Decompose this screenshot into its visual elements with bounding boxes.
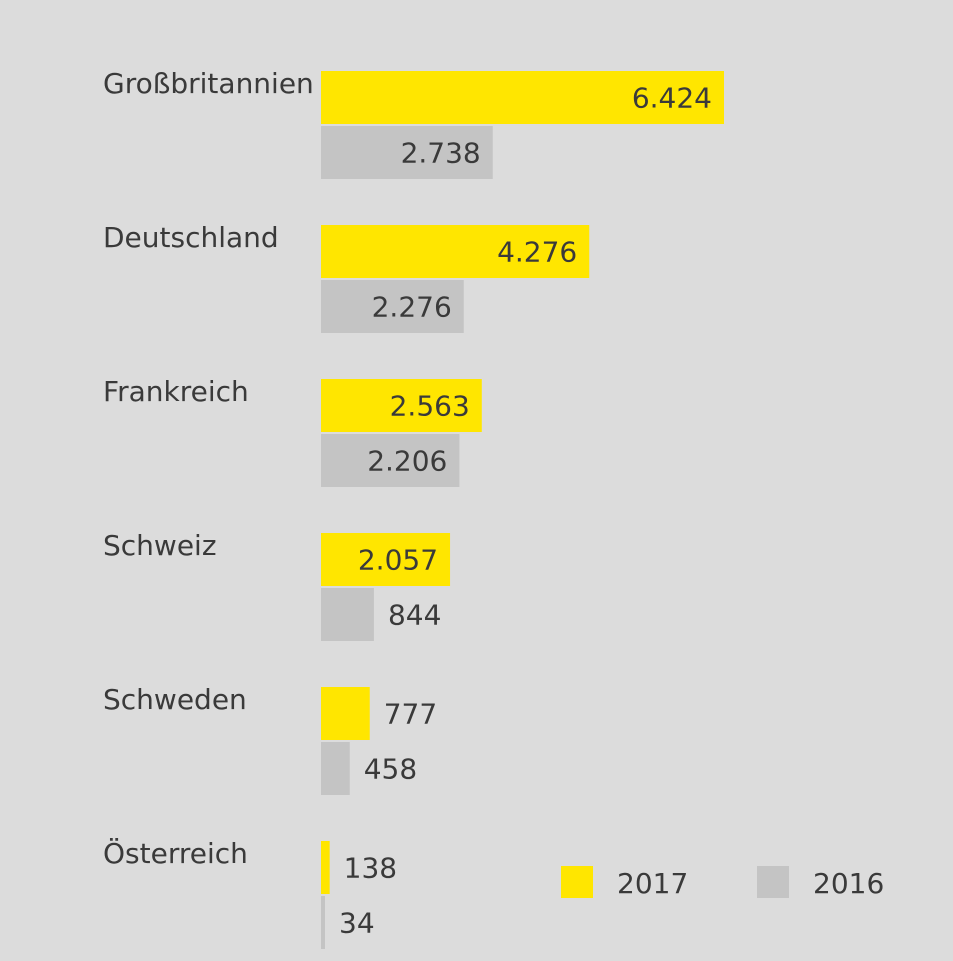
bar-2016-frankreich xyxy=(321,434,460,487)
bar-2017-schweden xyxy=(321,687,370,740)
category-label-grossbritannien: Großbritannien xyxy=(103,67,314,100)
value-label-2016-deutschland: 2.276 xyxy=(372,291,452,324)
value-label-2016-grossbritannien: 2.738 xyxy=(401,137,481,170)
category-label-deutschland: Deutschland xyxy=(103,221,279,254)
bar-2017-frankreich xyxy=(321,379,482,432)
legend: 2017 2016 xyxy=(561,866,884,900)
value-label-2017-deutschland: 4.276 xyxy=(497,236,577,269)
bar-2017-schweiz xyxy=(321,533,451,586)
value-label-2017-schweden: 777 xyxy=(384,698,437,731)
legend-swatch-2016 xyxy=(757,866,789,898)
category-label-schweden: Schweden xyxy=(103,683,247,716)
value-label-2016-osterreich: 34 xyxy=(339,907,375,940)
category-label-osterreich: Österreich xyxy=(103,836,248,870)
value-label-2017-schweiz: 2.057 xyxy=(358,544,438,577)
bar-2016-grossbritannien xyxy=(321,126,493,179)
bar-2017-deutschland xyxy=(321,225,590,278)
value-label-2017-osterreich: 138 xyxy=(344,852,397,885)
bar-2016-osterreich xyxy=(321,896,325,949)
value-label-2017-grossbritannien: 6.424 xyxy=(632,82,712,115)
bars-layer: Großbritannien 6.424 2.738 Deutschland 4.276… xyxy=(103,67,724,949)
category-label-schweiz: Schweiz xyxy=(103,529,217,562)
legend-label-2017: 2017 xyxy=(617,867,688,900)
bar-2017-osterreich xyxy=(321,841,330,894)
value-label-2016-schweiz: 844 xyxy=(388,599,441,632)
bar-2016-schweden xyxy=(321,742,350,795)
bar-2016-schweiz xyxy=(321,588,374,641)
value-label-2017-frankreich: 2.563 xyxy=(390,390,470,423)
legend-swatch-2017 xyxy=(561,866,593,898)
bar-2016-deutschland xyxy=(321,280,464,333)
bar-2017-grossbritannien xyxy=(321,71,724,124)
value-label-2016-schweden: 458 xyxy=(364,753,417,786)
category-label-frankreich: Frankreich xyxy=(103,375,249,408)
legend-label-2016: 2016 xyxy=(813,867,884,900)
value-label-2016-frankreich: 2.206 xyxy=(367,445,447,478)
